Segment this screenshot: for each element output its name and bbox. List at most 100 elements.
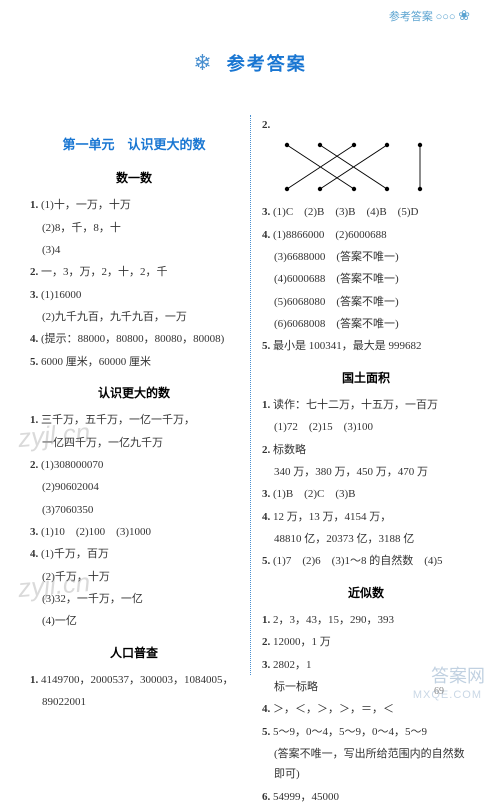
item-number: 2.: [30, 266, 41, 278]
item-text: (3)6688000 (答案不唯一): [274, 251, 399, 263]
answer-line: (3)32，一千万，一亿: [30, 589, 238, 609]
item-text: (1)C (2)B (3)B (4)B (5)D: [273, 206, 418, 218]
right-column: 2. 3. (1)C (2)B (3)B (4)B (5)D 4. (1)8866…: [250, 115, 470, 673]
item-number: 3.: [262, 488, 273, 500]
content-wrapper: 第一单元 认识更大的数 数一数 1. (1)十，一万，十万(2)8，千，8，十(…: [30, 115, 470, 673]
item-text: (1)72 (2)15 (3)100: [274, 421, 373, 433]
answer-line: 1. 三千万，五千万，一亿一千万，: [30, 410, 238, 430]
item-text: (1)16000: [41, 289, 81, 301]
answer-line: 2. 一，3，万，2，十，2，千: [30, 262, 238, 282]
section-title-count: 数一数: [30, 167, 238, 189]
item-text: 6000 厘米，60000 厘米: [41, 356, 151, 368]
answer-line: 48810 亿，20373 亿，3188 亿: [262, 529, 470, 549]
item-text: 2802，1: [273, 659, 312, 671]
item-text: 标数略: [273, 444, 306, 456]
item-text: (提示：88000，80800，80080，80008): [41, 333, 224, 345]
item-text: (答案不唯一，写出所给范围内的自然数即可): [274, 748, 465, 780]
answer-line: (2)九千九百，九千九百，一万: [30, 307, 238, 327]
item-text: (2)千万，十万: [42, 571, 110, 583]
header-text: 参考答案: [389, 11, 433, 23]
answer-line: (4)一亿: [30, 611, 238, 631]
item-number: 4.: [262, 229, 273, 241]
section-title-census: 人口普查: [30, 642, 238, 664]
item-text: (4)6000688 (答案不唯一): [274, 273, 399, 285]
item-number: 1.: [30, 199, 41, 211]
item-text: (6)6068008 (答案不唯一): [274, 318, 399, 330]
answer-line: 1. (1)十，一万，十万: [30, 195, 238, 215]
item-text: (4)一亿: [42, 615, 77, 627]
item-text: 三千万，五千万，一亿一千万，: [41, 414, 195, 426]
answer-line: 1. 2，3，43，15，290，393: [262, 610, 470, 630]
item-text: 一，3，万，2，十，2，千: [41, 266, 168, 278]
right-s2-items: 1. 2，3，43，15，290，393 2. 12000，1 万 3. 2802，…: [262, 610, 470, 807]
answer-line: (3)7060350: [30, 500, 238, 520]
answer-line: 3. 2802，1: [262, 655, 470, 675]
item-text: ＞，＜，＞，＞，＝，＜: [273, 703, 394, 715]
item-text: 89022001: [42, 696, 86, 708]
answer-line: 2. 标数略: [262, 440, 470, 460]
item-text: 12 万，13 万，4154 万，: [273, 511, 391, 523]
item-number: 2.: [30, 459, 41, 471]
item-number: 4.: [30, 333, 41, 345]
item-number: 5.: [262, 555, 273, 567]
answer-line: 6. 54999，45000: [262, 787, 470, 807]
item-text: 标一标略: [274, 681, 318, 693]
answer-line: (3)4: [30, 240, 238, 260]
item-text: 一亿四千万，一亿九千万: [42, 437, 163, 449]
item-number: 4.: [30, 548, 41, 560]
answer-line: 5. 5～9，0～4，5～9，0～4，5～9: [262, 722, 470, 742]
answer-line: 4. 12 万，13 万，4154 万，: [262, 507, 470, 527]
answer-line: 5. (1)7 (2)6 (3)1～8 的自然数 (4)5: [262, 551, 470, 571]
answer-line: 1. 4149700，2000537，300003，1084005，: [30, 670, 238, 690]
answer-line: (答案不唯一，写出所给范围内的自然数即可): [262, 744, 470, 785]
answer-line: (5)6068080 (答案不唯一): [262, 292, 470, 312]
section-title-land: 国土面积: [262, 367, 470, 389]
item-number: 1.: [30, 414, 41, 426]
item-text: (3)32，一千万，一亿: [42, 593, 143, 605]
page-number: 69: [434, 686, 444, 697]
answer-line: (4)6000688 (答案不唯一): [262, 269, 470, 289]
section1-items: 1. (1)十，一万，十万(2)8，千，8，十(3)42. 一，3，万，2，十，…: [30, 195, 238, 372]
item-number: 3.: [30, 526, 41, 538]
item-number: 1.: [30, 674, 41, 686]
item-number: 2.: [262, 636, 273, 648]
item-text: (2)九千九百，九千九百，一万: [42, 311, 187, 323]
section2-items: 1. 三千万，五千万，一亿一千万，一亿四千万，一亿九千万2. (1)308000…: [30, 410, 238, 631]
header-flower-icon: ❀: [458, 9, 470, 24]
item-text: 48810 亿，20373 亿，3188 亿: [274, 533, 414, 545]
item-text: 4149700，2000537，300003，1084005，: [41, 674, 234, 686]
answer-line: 一亿四千万，一亿九千万: [30, 433, 238, 453]
item-number: 5.: [30, 356, 41, 368]
item-text: (1)B (2)C (3)B: [273, 488, 356, 500]
answer-line: 2. (1)308000070: [30, 455, 238, 475]
q2-row: 2.: [262, 115, 470, 197]
item-text: 12000，1 万: [273, 636, 331, 648]
item-number: 3.: [30, 289, 41, 301]
item-text: (3)4: [42, 244, 60, 256]
title-section: ❄ 参考答案: [0, 50, 500, 76]
item-number: 6.: [262, 791, 273, 803]
answer-line: (2)8，千，8，十: [30, 218, 238, 238]
header-circles: ○○○: [436, 11, 456, 23]
item-number: 1.: [262, 614, 273, 626]
item-text: (1)千万，百万: [41, 548, 109, 560]
item-text: (5)6068080 (答案不唯一): [274, 296, 399, 308]
answer-line: 340 万，380 万，450 万，470 万: [262, 462, 470, 482]
main-title: 参考答案: [227, 50, 307, 76]
right-s1-items: 1. 读作：七十二万，十五万，一百万(1)72 (2)15 (3)1002. 标…: [262, 395, 470, 572]
q2-label: 2.: [262, 119, 270, 131]
answer-line: 3. (1)10 (2)100 (3)1000: [30, 522, 238, 542]
item-text: (2)90602004: [42, 481, 99, 493]
item-text: 54999，45000: [273, 791, 339, 803]
section3-items: 1. 4149700，2000537，300003，1084005， 890220…: [30, 670, 238, 713]
item-text: (2)8，千，8，十: [42, 222, 121, 234]
item-number: 5.: [262, 340, 273, 352]
matching-diagram: [272, 137, 432, 197]
item-text: (1)308000070: [41, 459, 103, 471]
item-number: 2.: [262, 444, 273, 456]
answer-line: 3. (1)B (2)C (3)B: [262, 484, 470, 504]
answer-line: (2)千万，十万: [30, 567, 238, 587]
item-text: (1)7 (2)6 (3)1～8 的自然数 (4)5: [273, 555, 443, 567]
answer-line: 4. (1)8866000 (2)6000688: [262, 225, 470, 245]
item-number: 3.: [262, 206, 273, 218]
